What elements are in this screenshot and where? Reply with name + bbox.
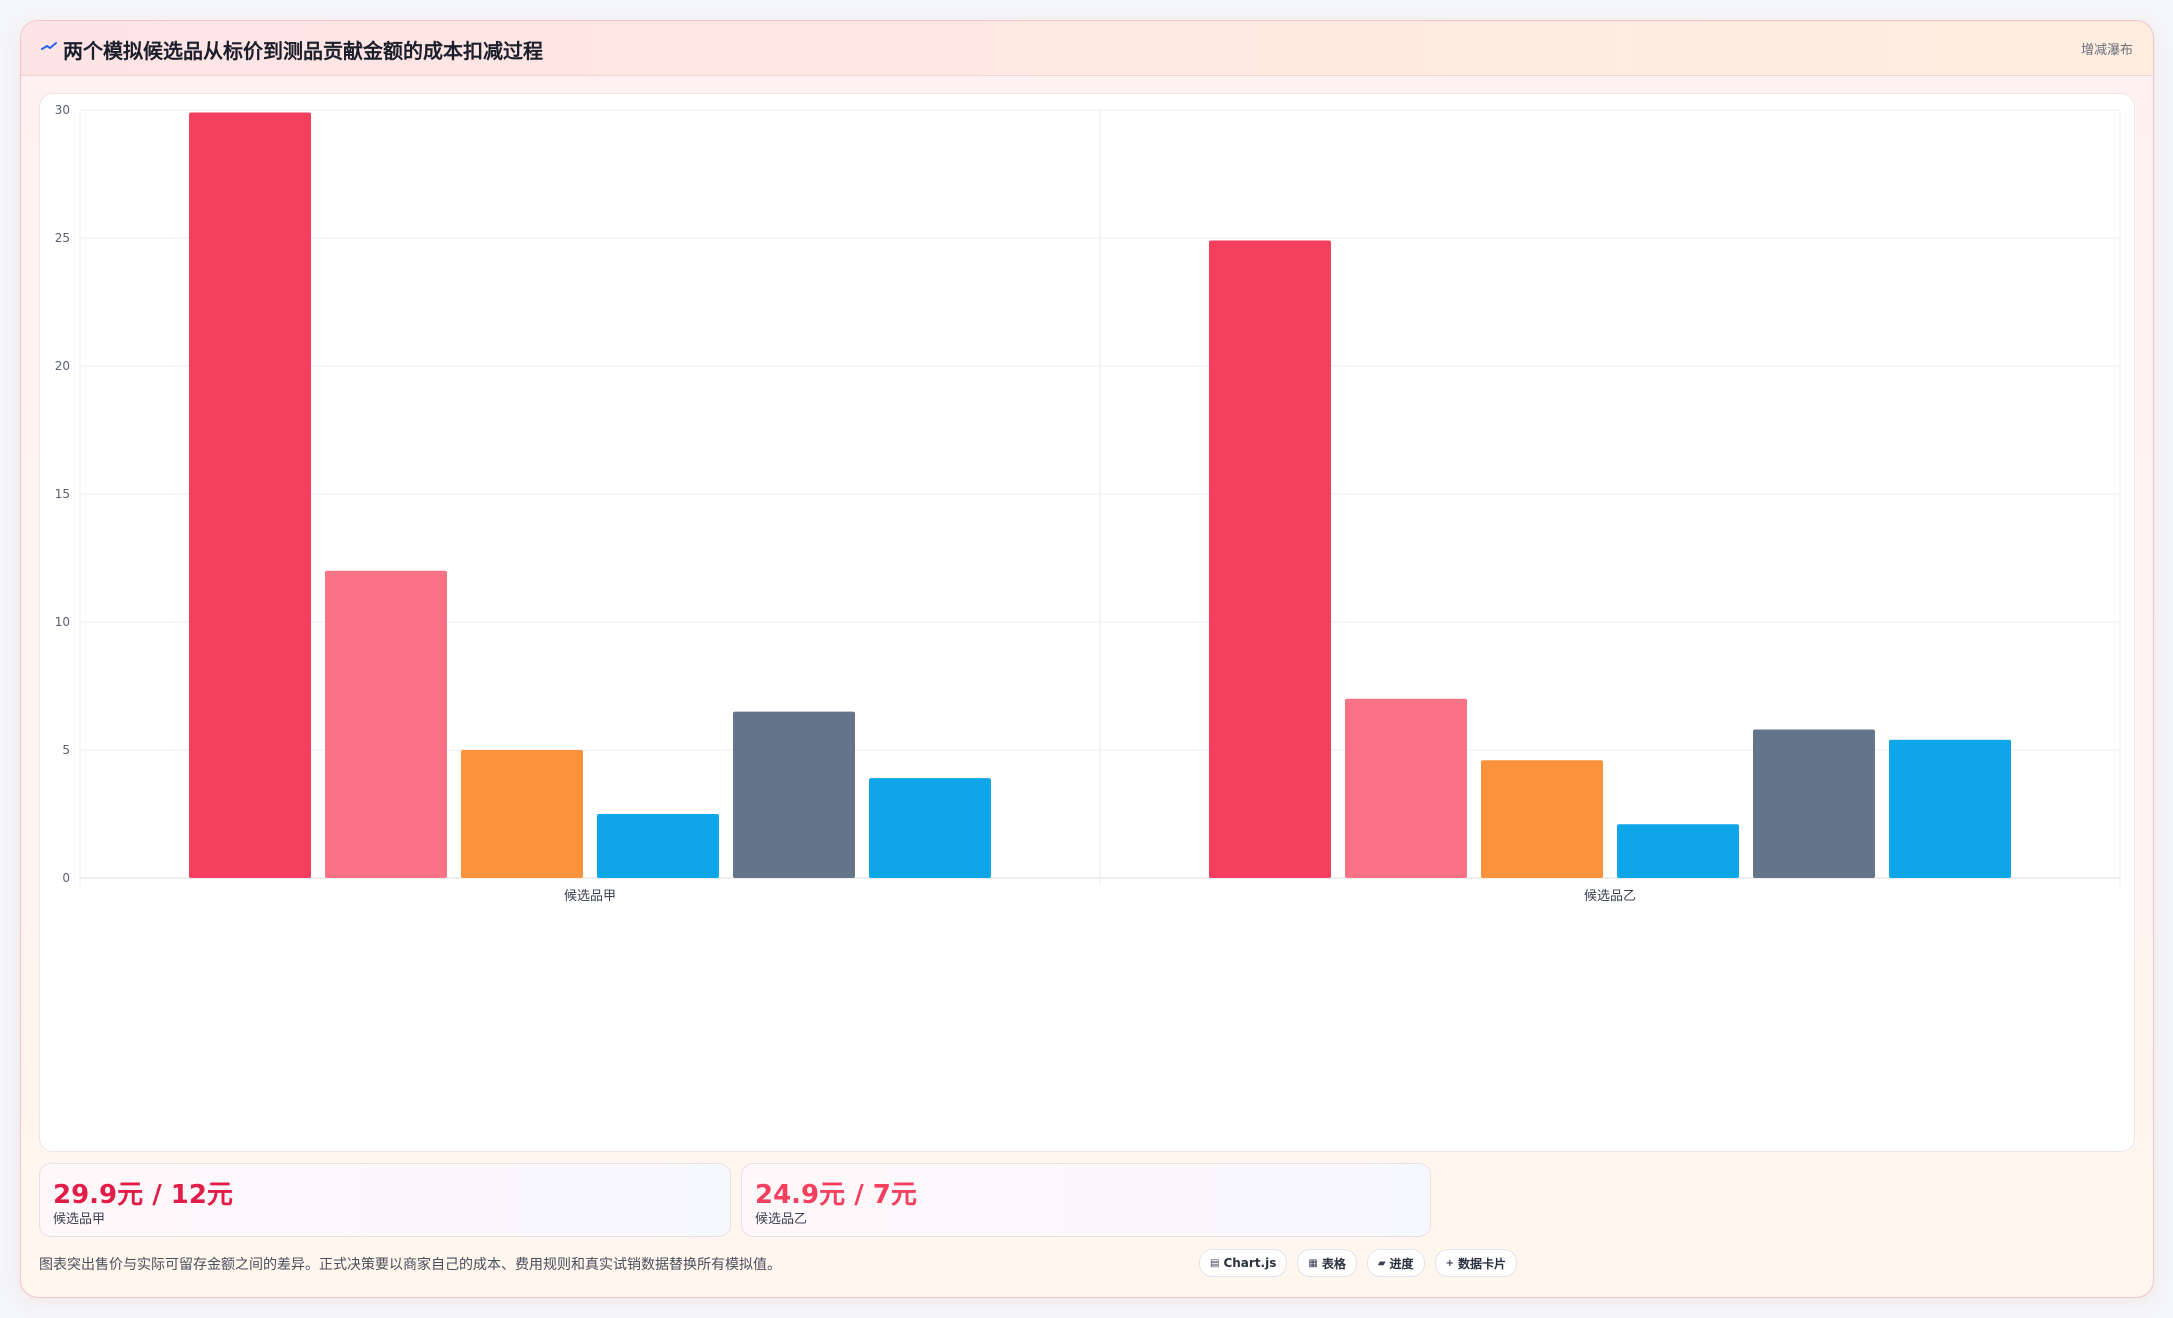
card-header: 两个模拟候选品从标价到测品贡献金额的成本扣减过程 增减瀑布 — [21, 21, 2153, 76]
chart-card: 两个模拟候选品从标价到测品贡献金额的成本扣减过程 增减瀑布 0 5 10 15 20 25… — [20, 20, 2154, 1298]
stat-value: 24.9元 / 7元 — [755, 1180, 917, 1210]
pill-table[interactable]: ▦ 表格 — [1297, 1249, 1357, 1277]
bar — [325, 570, 447, 878]
chart-type-badge: 增减瀑布 — [2080, 43, 2133, 58]
pill-progress[interactable]: ▰ 进度 — [1366, 1249, 1425, 1277]
bar — [1889, 739, 2011, 878]
progress-icon: ▰ — [1377, 1257, 1386, 1269]
stat-label: 候选品甲 — [53, 1212, 106, 1227]
pill-label: 数据卡片 — [1457, 1256, 1506, 1271]
pill-label: 表格 — [1321, 1256, 1346, 1271]
bar-chart: 0 5 10 15 20 25 30 候选品甲 候选品乙 — [55, 103, 2121, 904]
stat-value: 29.9元 / 12元 — [53, 1180, 233, 1210]
y-tick-label: 25 — [55, 231, 70, 245]
bar — [189, 112, 311, 878]
pill-chartjs[interactable]: ▤ Chart.js — [1199, 1249, 1288, 1277]
y-tick-label: 5 — [62, 743, 70, 757]
x-tick-label: 候选品甲 — [564, 889, 616, 904]
y-tick-label: 0 — [62, 871, 70, 885]
bar — [1481, 760, 1603, 878]
y-tick-label: 20 — [55, 359, 70, 373]
bar — [1617, 824, 1739, 878]
y-tick-label: 30 — [55, 103, 70, 117]
x-tick-label: 候选品乙 — [1584, 889, 1636, 904]
stat-card-candidate-b: 24.9元 / 7元 候选品乙 — [741, 1163, 1431, 1237]
table-icon: ▦ — [1308, 1257, 1318, 1269]
pill-data-card[interactable]: + 数据卡片 — [1434, 1249, 1517, 1277]
bar — [869, 778, 991, 878]
footnote: 图表突出售价与实际可留存金额之间的差异。正式决策要以商家自己的成本、费用规则和真… — [39, 1257, 781, 1273]
bar — [1345, 698, 1467, 878]
stat-card-candidate-a: 29.9元 / 12元 候选品甲 — [39, 1163, 731, 1237]
bar — [461, 750, 583, 878]
pill-label: Chart.js — [1223, 1256, 1277, 1270]
trend-line-icon — [41, 42, 57, 50]
plus-icon: + — [1445, 1257, 1454, 1269]
chart-icon: ▤ — [1210, 1257, 1220, 1269]
bar — [733, 711, 855, 878]
plot-panel: 0 5 10 15 20 25 30 候选品甲 候选品乙 — [39, 93, 2135, 1152]
bar — [1209, 240, 1331, 878]
chart-title: 两个模拟候选品从标价到测品贡献金额的成本扣减过程 — [63, 39, 543, 63]
y-tick-label: 10 — [55, 615, 70, 629]
stat-label: 候选品乙 — [755, 1212, 808, 1227]
bar — [597, 814, 719, 878]
view-toolbar: ▤ Chart.js ▦ 表格 ▰ 进度 + 数据卡片 — [1199, 1249, 1517, 1277]
pill-label: 进度 — [1389, 1256, 1414, 1271]
bar — [1753, 729, 1875, 878]
y-tick-label: 15 — [55, 487, 70, 501]
